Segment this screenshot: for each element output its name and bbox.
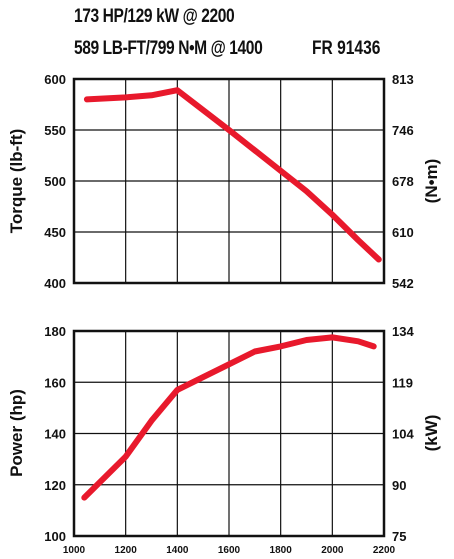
engine-power-rating: 173 HP/129 kW @ 2200 — [74, 6, 235, 27]
power-secondary-axis-label: (kW) — [422, 415, 441, 452]
x-tick-label: 1200 — [115, 545, 138, 556]
power-y-tick-label: 180 — [44, 324, 66, 339]
power-y-tick-label: 140 — [44, 427, 66, 442]
torque-y-tick-label: 550 — [44, 123, 66, 138]
torque-y2-tick-label: 746 — [392, 123, 414, 138]
engine-torque-rating: 589 LB-FT/799 N•M @ 1400 — [74, 38, 263, 59]
torque-axis-label: Torque (lb-ft) — [7, 129, 26, 233]
power-axis-label: Power (hp) — [7, 389, 26, 477]
x-tick-label: 1600 — [218, 545, 241, 556]
torque-y-tick-label: 600 — [44, 72, 66, 87]
power-y-tick-label: 120 — [44, 478, 66, 493]
torque-y-tick-label: 500 — [44, 174, 66, 189]
torque-plot-frame — [72, 77, 386, 285]
x-tick-label: 2000 — [321, 545, 344, 556]
power-plot-frame — [72, 329, 386, 538]
power-y2-tick-label: 134 — [392, 324, 414, 339]
x-tick-label: 1400 — [166, 545, 189, 556]
torque-y2-tick-label: 813 — [392, 72, 414, 87]
power-y2-tick-label: 119 — [392, 375, 413, 390]
x-tick-label: 1000 — [63, 545, 86, 556]
torque-curve — [83, 87, 382, 263]
power-y2-tick-label: 90 — [392, 478, 406, 493]
power-y-tick-label: 160 — [44, 375, 66, 390]
power-y2-tick-label: 104 — [392, 427, 414, 442]
power-y2-tick-label: 75 — [392, 529, 406, 544]
torque-y2-tick-label: 542 — [392, 276, 414, 291]
torque-y-tick-label: 450 — [44, 225, 66, 240]
torque-y2-tick-label: 610 — [392, 225, 414, 240]
power-y-tick-label: 100 — [44, 529, 66, 544]
power-curve — [81, 334, 377, 501]
torque-y2-tick-label: 678 — [392, 174, 414, 189]
torque-y-tick-label: 400 — [44, 276, 66, 291]
torque-secondary-axis-label: (N•m) — [422, 159, 441, 204]
x-tick-label: 1800 — [270, 545, 293, 556]
x-tick-label: 2200 — [373, 545, 396, 556]
engine-code: FR 91436 — [312, 38, 381, 59]
